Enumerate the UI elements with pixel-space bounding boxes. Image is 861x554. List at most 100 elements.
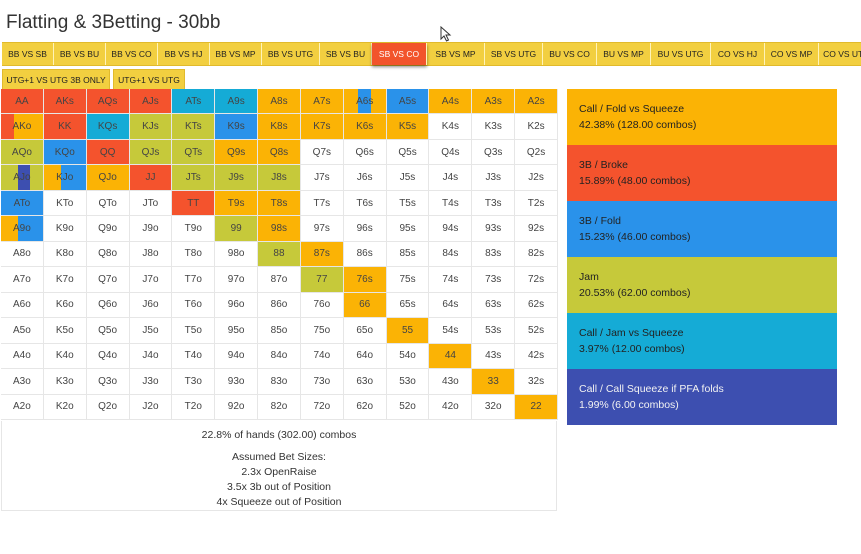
hand-cell-87s[interactable]: 87s [300, 241, 344, 268]
hand-cell-kts[interactable]: KTs [172, 114, 216, 140]
hand-cell-j4s[interactable]: J4s [429, 165, 473, 191]
hand-cell-ajs[interactable]: AJs [129, 89, 173, 115]
hand-cell-85s[interactable]: 85s [386, 241, 430, 268]
hand-cell-55[interactable]: 55 [386, 318, 430, 344]
hand-cell-98o[interactable]: 98o [215, 241, 259, 268]
hand-cell-aqs[interactable]: AQs [86, 89, 130, 115]
hand-cell-64s[interactable]: 64s [429, 292, 473, 319]
hand-cell-q2o[interactable]: Q2o [86, 394, 130, 420]
hand-cell-j4o[interactable]: J4o [129, 343, 173, 370]
hand-cell-66[interactable]: 66 [343, 292, 387, 319]
hand-cell-a4s[interactable]: A4s [429, 89, 473, 115]
hand-cell-k8s[interactable]: K8s [258, 114, 301, 140]
hand-cell-84s[interactable]: 84s [429, 241, 473, 268]
hand-cell-t9o[interactable]: T9o [172, 216, 216, 242]
hand-cell-a9o[interactable]: A9o [1, 216, 44, 242]
hand-cell-95o[interactable]: 95o [215, 318, 259, 344]
hand-cell-jj[interactable]: JJ [129, 165, 173, 191]
hand-cell-k8o[interactable]: K8o [43, 241, 87, 268]
tab-bb-vs-co[interactable]: BB VS CO [106, 43, 158, 65]
hand-cell-a8o[interactable]: A8o [1, 241, 44, 268]
hand-cell-96s[interactable]: 96s [343, 216, 387, 242]
tab-sb-vs-utg[interactable]: SB VS UTG [485, 43, 543, 65]
hand-cell-q8o[interactable]: Q8o [86, 241, 130, 268]
hand-cell-j9s[interactable]: J9s [215, 165, 259, 191]
hand-cell-j8o[interactable]: J8o [129, 241, 173, 268]
hand-cell-j9o[interactable]: J9o [129, 216, 173, 242]
hand-cell-q3o[interactable]: Q3o [86, 369, 130, 395]
hand-cell-87o[interactable]: 87o [258, 267, 301, 293]
hand-cell-kqo[interactable]: KQo [43, 139, 87, 166]
tab-sb-vs-co[interactable]: SB VS CO [372, 43, 427, 65]
hand-cell-k4o[interactable]: K4o [43, 343, 87, 370]
hand-cell-q5o[interactable]: Q5o [86, 318, 130, 344]
tab-bb-vs-hj[interactable]: BB VS HJ [158, 43, 210, 65]
hand-cell-53o[interactable]: 53o [386, 369, 430, 395]
hand-cell-82s[interactable]: 82s [515, 241, 558, 268]
hand-cell-kk[interactable]: KK [43, 114, 87, 140]
hand-cell-t8o[interactable]: T8o [172, 241, 216, 268]
hand-cell-ato[interactable]: ATo [1, 190, 44, 217]
hand-cell-a9s[interactable]: A9s [215, 89, 259, 115]
hand-cell-42s[interactable]: 42s [515, 343, 558, 370]
hand-cell-42o[interactable]: 42o [429, 394, 473, 420]
hand-cell-a3s[interactable]: A3s [472, 89, 516, 115]
hand-cell-j2o[interactable]: J2o [129, 394, 173, 420]
hand-cell-97o[interactable]: 97o [215, 267, 259, 293]
tab-co-vs-utg[interactable]: CO VS UTG [819, 43, 861, 65]
hand-cell-a7o[interactable]: A7o [1, 267, 44, 293]
hand-cell-q7o[interactable]: Q7o [86, 267, 130, 293]
hand-cell-t6s[interactable]: T6s [343, 190, 387, 217]
tab-bb-vs-sb[interactable]: BB VS SB [2, 43, 54, 65]
hand-cell-82o[interactable]: 82o [258, 394, 301, 420]
hand-cell-k2s[interactable]: K2s [515, 114, 558, 140]
tab-bb-vs-utg[interactable]: BB VS UTG [262, 43, 320, 65]
hand-cell-kjs[interactable]: KJs [129, 114, 173, 140]
hand-cell-k3o[interactable]: K3o [43, 369, 87, 395]
hand-cell-qjs[interactable]: QJs [129, 139, 173, 166]
hand-cell-74o[interactable]: 74o [300, 343, 344, 370]
hand-cell-k2o[interactable]: K2o [43, 394, 87, 420]
hand-cell-52s[interactable]: 52s [515, 318, 558, 344]
hand-cell-k5s[interactable]: K5s [386, 114, 430, 140]
tab-co-vs-hj[interactable]: CO VS HJ [711, 43, 765, 65]
hand-cell-kto[interactable]: KTo [43, 190, 87, 217]
hand-cell-a3o[interactable]: A3o [1, 369, 44, 395]
hand-cell-75o[interactable]: 75o [300, 318, 344, 344]
hand-cell-63s[interactable]: 63s [472, 292, 516, 319]
hand-cell-k7s[interactable]: K7s [300, 114, 344, 140]
hand-cell-j6o[interactable]: J6o [129, 292, 173, 319]
hand-cell-75s[interactable]: 75s [386, 267, 430, 293]
hand-cell-k5o[interactable]: K5o [43, 318, 87, 344]
hand-cell-64o[interactable]: 64o [343, 343, 387, 370]
hand-cell-t7o[interactable]: T7o [172, 267, 216, 293]
hand-cell-k9s[interactable]: K9s [215, 114, 259, 140]
hand-cell-k3s[interactable]: K3s [472, 114, 516, 140]
hand-cell-86o[interactable]: 86o [258, 292, 301, 319]
hand-cell-ako[interactable]: AKo [1, 114, 44, 140]
hand-cell-kjo[interactable]: KJo [43, 165, 87, 191]
hand-cell-j2s[interactable]: J2s [515, 165, 558, 191]
hand-cell-j6s[interactable]: J6s [343, 165, 387, 191]
hand-cell-93s[interactable]: 93s [472, 216, 516, 242]
hand-cell-j5o[interactable]: J5o [129, 318, 173, 344]
tab-bu-vs-mp[interactable]: BU VS MP [597, 43, 651, 65]
hand-cell-83o[interactable]: 83o [258, 369, 301, 395]
hand-cell-k7o[interactable]: K7o [43, 267, 87, 293]
hand-cell-aqo[interactable]: AQo [1, 139, 44, 166]
hand-cell-74s[interactable]: 74s [429, 267, 473, 293]
hand-cell-65o[interactable]: 65o [343, 318, 387, 344]
hand-cell-43s[interactable]: 43s [472, 343, 516, 370]
hand-cell-97s[interactable]: 97s [300, 216, 344, 242]
hand-cell-t4o[interactable]: T4o [172, 343, 216, 370]
tab-utg-1-vs-utg[interactable]: UTG+1 VS UTG [113, 69, 185, 91]
hand-cell-t4s[interactable]: T4s [429, 190, 473, 217]
hand-cell-ajo[interactable]: AJo [1, 165, 44, 191]
hand-cell-98s[interactable]: 98s [258, 216, 301, 242]
hand-cell-q8s[interactable]: Q8s [258, 139, 301, 166]
hand-cell-q7s[interactable]: Q7s [300, 139, 344, 166]
hand-cell-a4o[interactable]: A4o [1, 343, 44, 370]
hand-cell-k9o[interactable]: K9o [43, 216, 87, 242]
hand-cell-jto[interactable]: JTo [129, 190, 173, 217]
hand-cell-62o[interactable]: 62o [343, 394, 387, 420]
